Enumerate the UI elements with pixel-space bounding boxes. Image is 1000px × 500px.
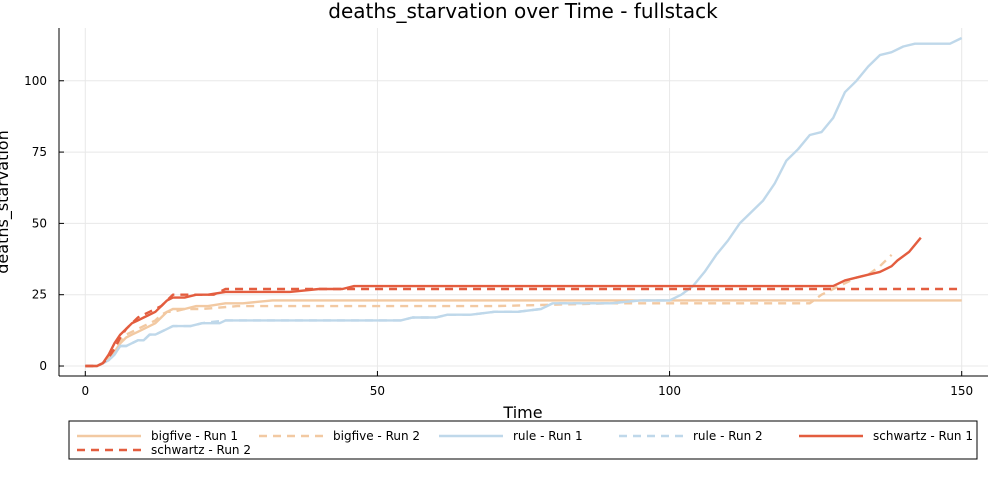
x-tick-label: 0 — [81, 384, 89, 398]
series-line-3 — [85, 299, 670, 368]
y-tick-label: 50 — [32, 216, 47, 230]
y-tick-label: 0 — [39, 359, 47, 373]
series-line-0 — [85, 299, 962, 368]
x-tick-label: 100 — [658, 384, 681, 398]
series-lines — [85, 36, 963, 368]
y-tick-label: 75 — [32, 145, 47, 159]
y-tick-label: 100 — [24, 74, 47, 88]
series-line-1 — [85, 253, 893, 368]
y-ticks: 0 25 50 75 100 — [24, 74, 64, 373]
axes — [58, 28, 988, 377]
legend-label: schwartz - Run 1 — [873, 429, 973, 443]
x-tick-label: 50 — [370, 384, 385, 398]
chart-title: deaths_starvation over Time - fullstack — [328, 0, 718, 23]
legend-label: bigfive - Run 2 — [333, 429, 420, 443]
y-axis-title: deaths_starvation — [0, 130, 13, 273]
x-ticks: 0 50 100 150 — [81, 371, 973, 398]
x-axis-title: Time — [502, 403, 542, 422]
legend-label: schwartz - Run 2 — [151, 443, 251, 457]
legend-label: rule - Run 2 — [693, 429, 763, 443]
legend-box — [68, 420, 978, 460]
legend: bigfive - Run 1 bigfive - Run 2 rule - Run… — [68, 420, 978, 460]
series-line-2 — [85, 36, 963, 368]
series-line-4 — [85, 236, 922, 368]
legend-label: rule - Run 1 — [513, 429, 583, 443]
x-tick-label: 150 — [950, 384, 973, 398]
series-line-5 — [85, 287, 962, 368]
y-tick-label: 25 — [32, 288, 47, 302]
legend-label: bigfive - Run 1 — [151, 429, 238, 443]
